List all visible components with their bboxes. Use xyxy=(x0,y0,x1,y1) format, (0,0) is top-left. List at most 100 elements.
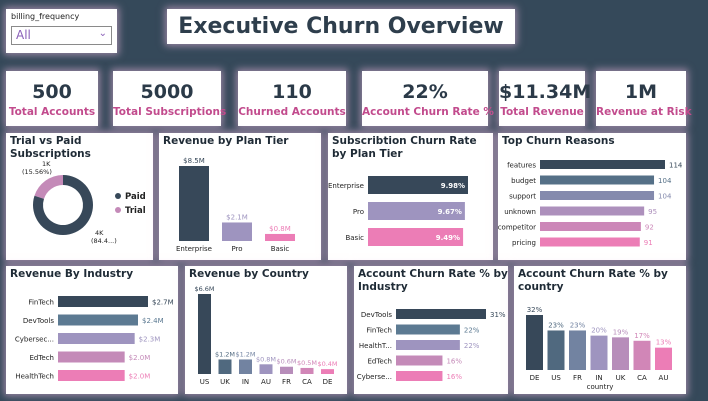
category-label: IN xyxy=(242,378,249,386)
slice-label-trial: (15.56%) xyxy=(22,168,52,176)
data-label: 20% xyxy=(591,327,607,335)
bar xyxy=(239,359,252,374)
plan-churn-rate-chart: Enterprise 9.98% Pro 9.67% Basic 9.49% xyxy=(328,176,468,246)
bar xyxy=(540,160,665,169)
revenue-by-industry-panel: Revenue By Industry FinTech $2.7M DevTools… xyxy=(6,266,178,394)
kpi-value: 110 xyxy=(272,81,312,103)
category-label: DevTools xyxy=(361,311,392,319)
category-label: features xyxy=(507,162,536,170)
trial-vs-paid-panel: Trial vs Paid Subscriptions 1K (15.56%) 4K… xyxy=(6,133,153,260)
bar xyxy=(368,228,464,246)
bar xyxy=(179,166,209,241)
bar xyxy=(396,371,443,381)
category-label: DE xyxy=(323,378,333,386)
industry-churn-rate-chart: DevTools 31% FinTech 22% HealthT... 22% EdTech… xyxy=(357,309,506,381)
bar xyxy=(547,330,565,370)
category-label: AU xyxy=(261,378,271,386)
donut-slice-paid xyxy=(32,175,93,235)
plan-churn-rate-panel: Subscribtion Churn Rate by Plan Tier Ent… xyxy=(328,133,493,260)
bar xyxy=(198,294,211,374)
kpi-label: Account Churn Rate % xyxy=(362,106,494,118)
bar xyxy=(540,191,655,200)
data-label: $0.8M xyxy=(256,355,276,363)
legend-label: Paid xyxy=(125,192,146,202)
data-label: 104 xyxy=(658,177,672,185)
chart-title: Top Churn Reasons xyxy=(502,135,615,147)
bar xyxy=(396,340,460,350)
country-churn-rate-panel: Account Churn Rate % by country 32% DE 23%… xyxy=(514,266,686,394)
data-label: $2.0M xyxy=(129,354,151,362)
bar xyxy=(58,333,135,344)
data-label: $2.4M xyxy=(142,317,164,325)
bar xyxy=(218,359,232,374)
bar xyxy=(540,206,645,216)
category-label: pricing xyxy=(512,239,536,247)
bar xyxy=(612,337,629,370)
data-label: $2.0M xyxy=(129,373,151,381)
bar xyxy=(259,364,273,374)
category-label: UK xyxy=(220,378,230,386)
category-label: budget xyxy=(511,177,536,185)
data-label: 22% xyxy=(464,327,480,335)
bar xyxy=(368,176,468,194)
kpi-total-revenue: $11.34M Total Revenue xyxy=(499,71,591,126)
category-label: Pro xyxy=(231,245,242,253)
bar xyxy=(540,175,655,185)
slice-label-trial: 1K xyxy=(42,160,51,168)
bar xyxy=(368,202,465,220)
billing-frequency-dropdown[interactable]: All ⌄ xyxy=(11,26,112,45)
data-label: $1.2M xyxy=(235,350,255,358)
data-label: $6.6M xyxy=(194,285,214,293)
category-label: DevTools xyxy=(23,317,54,325)
chart-title: Trial vs Paid Subscriptions xyxy=(10,135,91,160)
category-label: US xyxy=(551,374,561,382)
data-label: 23% xyxy=(570,321,586,329)
kpi-value: 500 xyxy=(32,81,72,103)
bar xyxy=(655,347,672,370)
category-label: UK xyxy=(616,374,626,382)
category-label: unknown xyxy=(504,208,536,216)
data-label: 104 xyxy=(658,193,672,201)
data-label: 9.49% xyxy=(436,234,460,242)
chevron-down-icon[interactable]: ⌄ xyxy=(98,28,107,39)
data-label: 92 xyxy=(645,224,654,232)
x-axis-title: country xyxy=(587,383,614,391)
bar xyxy=(300,367,314,374)
bar xyxy=(590,335,608,370)
data-label: $0.5M xyxy=(297,359,317,367)
category-label: FR xyxy=(573,374,582,382)
category-label: FR xyxy=(282,378,291,386)
slicer-value: All xyxy=(16,28,31,42)
bar xyxy=(540,222,641,231)
country-churn-rate-chart: 32% DE 23% US 23% FR 20% IN 19% UK 17% CA 13% AU count… xyxy=(526,306,672,391)
category-label: Cybersec... xyxy=(15,336,54,344)
revenue-by-country-panel: Revenue by Country $6.6M US $1.2M UK $1.2M IN… xyxy=(185,266,347,394)
data-label: 19% xyxy=(613,328,629,336)
category-label: Pro xyxy=(353,208,364,216)
category-label: IN xyxy=(595,374,602,382)
category-label: HealthTech xyxy=(15,373,54,381)
bar xyxy=(321,369,334,374)
revenue-by-plan-panel: Revenue by Plan Tier $8.5M Enterprise $2.1… xyxy=(159,133,321,260)
data-label: 16% xyxy=(446,358,462,366)
bar xyxy=(396,309,486,319)
category-label: CA xyxy=(302,378,312,386)
kpi-churned-accounts: 110 Churned Accounts xyxy=(238,71,346,126)
slicer-label: billing_frequency xyxy=(11,12,80,21)
data-label: 32% xyxy=(527,306,543,314)
chart-title: Revenue by Country xyxy=(189,268,309,280)
category-label: HealthT... xyxy=(359,342,392,350)
donut-slice-trial xyxy=(34,175,63,199)
category-label: EdTech xyxy=(367,358,392,366)
kpi-label: Churned Accounts xyxy=(238,106,346,118)
revenue-by-country-chart: $6.6M US $1.2M UK $1.2M IN $0.8M AU $0.6M FR $0.5M… xyxy=(194,285,337,386)
data-label: 95 xyxy=(648,208,657,216)
legend-marker xyxy=(115,207,121,213)
bar xyxy=(58,296,148,307)
data-label: $8.5M xyxy=(183,157,205,165)
chart-title: Revenue By Industry xyxy=(10,268,134,280)
data-label: 13% xyxy=(656,339,672,347)
data-label: 9.98% xyxy=(441,182,465,190)
bar xyxy=(58,314,138,326)
industry-churn-rate-panel: Account Churn Rate % by Industry DevTool… xyxy=(354,266,508,394)
